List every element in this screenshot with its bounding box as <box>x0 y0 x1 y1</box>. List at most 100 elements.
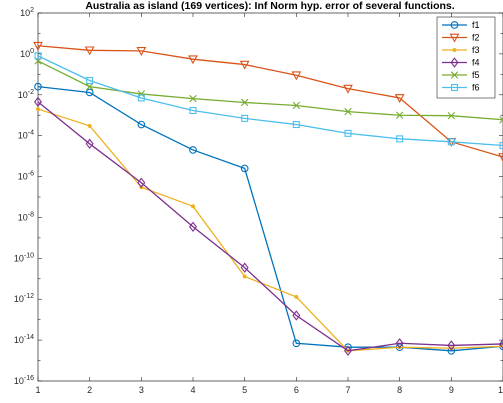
data-point <box>137 94 145 102</box>
series-line-f1 <box>37 85 503 352</box>
data-point <box>447 111 456 120</box>
x-tick-label: 1 <box>35 385 40 395</box>
legend-label: f1 <box>472 20 480 30</box>
y-tick-label: 10-16 <box>14 375 34 386</box>
data-point <box>396 135 404 143</box>
x-tick-label: 3 <box>139 385 144 395</box>
data-point <box>189 221 197 232</box>
chart-title: Australia as island (169 vertices): Inf … <box>85 0 454 12</box>
data-point <box>292 101 301 110</box>
legend-label: f6 <box>472 83 480 93</box>
data-point <box>394 94 405 104</box>
data-point <box>137 120 146 129</box>
data-point <box>137 90 146 98</box>
data-point <box>240 164 249 173</box>
data-point <box>189 94 197 103</box>
data-point <box>291 71 302 81</box>
data-point <box>499 116 503 124</box>
data-point <box>343 84 353 94</box>
data-point <box>450 71 459 79</box>
x-tick-label: 5 <box>242 385 247 395</box>
data-point <box>344 129 352 137</box>
y-tick-label: 10-6 <box>18 171 34 182</box>
data-point <box>240 98 249 107</box>
data-point <box>447 138 455 146</box>
data-point <box>449 33 460 43</box>
y-tick-label: 10-2 <box>18 89 34 100</box>
data-point <box>450 57 459 68</box>
data-point <box>452 47 457 53</box>
legend-label: f2 <box>472 33 480 43</box>
legend-item-f3: f3 <box>442 45 480 55</box>
data-point <box>395 111 404 119</box>
data-point <box>344 107 352 116</box>
data-point <box>85 88 94 97</box>
legend-box <box>436 16 496 99</box>
x-tick-label: 4 <box>190 385 195 395</box>
data-point <box>292 310 301 321</box>
legend-label: f4 <box>472 58 480 68</box>
legend-item-f2: f2 <box>442 33 480 43</box>
x-tick-label: 8 <box>397 385 402 395</box>
series-line-f2 <box>37 45 503 158</box>
data-point <box>294 294 299 299</box>
x-tick-label: 9 <box>449 385 454 395</box>
data-point <box>344 345 352 356</box>
series-line-f6 <box>37 55 503 147</box>
data-point <box>188 55 198 65</box>
series-f5 <box>34 57 503 124</box>
data-point <box>84 46 95 56</box>
data-point <box>450 83 459 92</box>
data-point <box>240 262 249 273</box>
y-tick-label: 102 <box>20 7 34 18</box>
legend-item-f5: f5 <box>442 70 480 80</box>
y-axis: 102 100 10-2 10-4 10-6 10-8 10-10 10-12 10-14 10-… <box>14 7 503 386</box>
data-point <box>395 338 404 349</box>
data-point <box>34 82 42 91</box>
data-point <box>86 76 94 85</box>
y-tick-label: 10-10 <box>14 252 34 263</box>
series-layer <box>33 41 503 356</box>
data-point <box>239 60 250 70</box>
y-tick-label: 10-4 <box>18 130 34 141</box>
data-point <box>85 82 94 91</box>
legend-item-f6: f6 <box>442 83 480 93</box>
x-tick-label: 2 <box>87 385 92 395</box>
series-f4 <box>34 96 503 356</box>
x-tick-label: 6 <box>294 385 299 395</box>
legend-item-f4: f4 <box>442 57 480 68</box>
data-point <box>34 96 42 108</box>
data-point <box>450 21 459 29</box>
legend-label: f3 <box>472 45 480 55</box>
plot-area <box>37 12 503 382</box>
series-line-f5 <box>37 60 503 121</box>
data-point <box>136 47 147 57</box>
series-line-f4 <box>37 101 503 352</box>
data-point <box>35 107 41 112</box>
y-tick-label: 10-14 <box>14 334 34 345</box>
data-point <box>189 146 197 154</box>
data-point <box>242 274 247 279</box>
y-tick-label: 10-8 <box>18 211 34 222</box>
data-point <box>85 138 94 149</box>
y-tick-label: 10-12 <box>14 293 34 304</box>
legend-item-f1: f1 <box>442 20 480 30</box>
data-point <box>190 204 196 209</box>
data-point <box>447 340 456 351</box>
data-point <box>189 106 197 115</box>
data-point <box>292 121 300 129</box>
legend: f1 f2 f3 f4 f5 f6 <box>436 16 496 99</box>
x-tick-label: 10 <box>498 385 503 395</box>
data-point <box>498 153 503 163</box>
legend-label: f5 <box>472 70 480 80</box>
series-line-f3 <box>37 108 503 352</box>
data-point <box>87 123 92 128</box>
data-point <box>241 114 249 122</box>
x-axis: 1 2 3 4 5 6 7 8 9 10 <box>35 13 503 395</box>
data-point <box>33 41 43 51</box>
data-point <box>34 52 42 60</box>
x-tick-label: 7 <box>345 385 350 395</box>
data-point <box>292 339 301 348</box>
y-tick-label: 100 <box>20 48 34 59</box>
